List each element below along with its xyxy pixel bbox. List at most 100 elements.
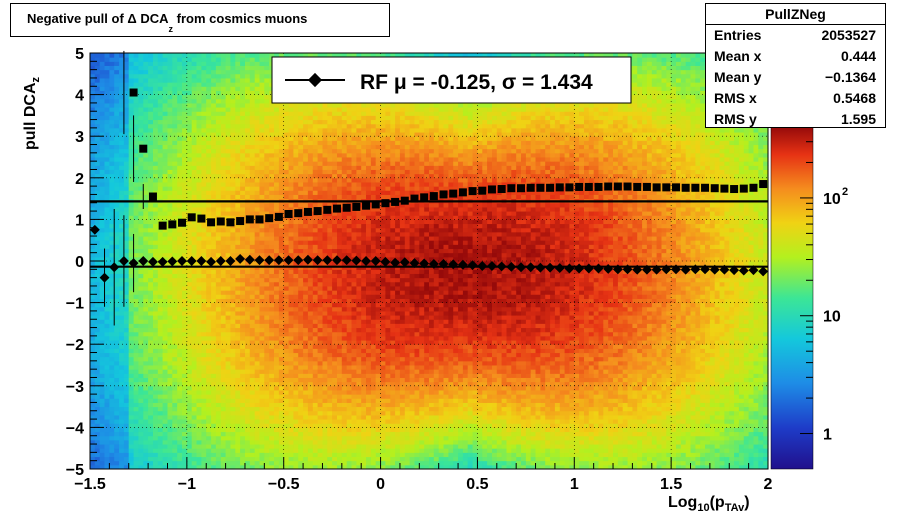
heatmap-cell <box>172 177 178 183</box>
heatmap-cell <box>167 394 173 399</box>
heatmap-cell <box>153 423 159 428</box>
heatmap-cell <box>211 456 217 462</box>
heatmap-cell <box>312 231 319 237</box>
heatmap-cell <box>177 360 183 366</box>
heatmap-cell <box>220 98 227 104</box>
heatmap-cell <box>133 65 139 71</box>
heatmap-cell <box>278 348 285 354</box>
heatmap-cell <box>288 227 294 233</box>
heatmap-cell <box>186 182 193 187</box>
heatmap-cell <box>114 323 120 329</box>
heatmap-cell <box>167 115 173 121</box>
heatmap-cell <box>196 460 202 466</box>
heatmap-cell <box>143 248 149 254</box>
heatmap-cell <box>114 456 120 462</box>
heatmap-cell <box>182 277 188 283</box>
heatmap-cell <box>143 310 149 316</box>
heatmap-cell <box>123 439 130 445</box>
heatmap-cell <box>264 423 270 428</box>
heatmap-cell <box>293 310 299 316</box>
heatmap-cell <box>128 102 135 108</box>
heatmap-cell <box>201 390 207 395</box>
heatmap-cell <box>114 194 120 200</box>
heatmap-cell <box>312 410 319 416</box>
heatmap-cell <box>182 206 188 212</box>
heatmap-cell <box>288 423 294 428</box>
heatmap-cell <box>109 65 115 71</box>
heatmap-cell <box>312 406 319 412</box>
heatmap-cell <box>90 236 96 241</box>
heatmap-cell <box>99 144 106 150</box>
heatmap-cell <box>240 111 246 116</box>
heatmap-cell <box>94 414 101 420</box>
heatmap-cell <box>245 136 251 141</box>
heatmap-cell <box>99 206 106 212</box>
heatmap-cell <box>191 202 198 208</box>
heatmap-cell <box>327 157 333 162</box>
heatmap-cell <box>278 123 285 129</box>
heatmap-cell <box>172 394 178 399</box>
heatmap-cell <box>177 206 183 212</box>
heatmap-cell <box>157 423 164 428</box>
heatmap-cell <box>201 82 207 87</box>
heatmap-cell <box>303 194 309 200</box>
heatmap-cell <box>240 252 246 258</box>
heatmap-cell <box>264 414 270 420</box>
heatmap-cell <box>153 277 159 283</box>
heatmap-cell <box>254 335 261 341</box>
heatmap-cell <box>298 107 304 112</box>
heatmap-cell <box>215 148 222 154</box>
heatmap-cell <box>104 111 110 116</box>
heatmap-cell <box>215 406 222 412</box>
heatmap-cell <box>162 277 168 283</box>
heatmap-cell <box>307 194 314 200</box>
heatmap-cell <box>322 252 328 258</box>
heatmap-cell <box>225 94 231 100</box>
heatmap-cell <box>303 215 309 220</box>
heatmap-cell <box>274 402 280 408</box>
heatmap-cell <box>191 331 198 337</box>
heatmap-cell <box>240 448 246 453</box>
heatmap-cell <box>128 165 135 170</box>
heatmap-cell <box>201 86 207 91</box>
heatmap-cell <box>133 319 139 324</box>
heatmap-cell <box>240 244 246 250</box>
heatmap-cell <box>312 464 319 470</box>
heatmap-cell <box>220 423 227 428</box>
heatmap-cell <box>196 132 202 137</box>
heatmap-cell <box>322 165 328 170</box>
heatmap-cell <box>162 419 168 424</box>
heatmap-cell <box>153 290 159 295</box>
heatmap-cell <box>206 302 212 308</box>
heatmap-cell <box>94 398 101 403</box>
heatmap-cell <box>157 177 164 183</box>
heatmap-cell <box>215 82 222 87</box>
heatmap-cell <box>191 323 198 329</box>
heatmap-cell <box>119 144 125 150</box>
heatmap-cell <box>288 290 294 295</box>
heatmap-cell <box>133 53 139 58</box>
heatmap-cell <box>220 294 227 299</box>
heatmap-cell <box>264 90 270 96</box>
heatmap-cell <box>240 182 246 187</box>
heatmap-cell <box>269 356 275 362</box>
heatmap-cell <box>123 365 130 370</box>
heatmap-cell <box>322 348 328 354</box>
heatmap-cell <box>249 206 256 212</box>
heatmap-cell <box>143 456 149 462</box>
heatmap-cell <box>317 319 323 324</box>
heatmap-cell <box>94 206 101 212</box>
heatmap-cell <box>278 356 285 362</box>
heatmap-cell <box>90 211 96 216</box>
heatmap-cell <box>215 177 222 183</box>
heatmap-cell <box>119 356 125 362</box>
heatmap-cell <box>245 335 251 341</box>
heatmap-cell <box>298 194 304 200</box>
heatmap-cell <box>133 356 139 362</box>
heatmap-cell <box>94 456 101 462</box>
heatmap-cell <box>104 82 110 87</box>
heatmap-cell <box>177 294 183 299</box>
heatmap-cell <box>235 286 241 291</box>
heatmap-cell <box>201 90 207 96</box>
heatmap-cell <box>235 290 241 295</box>
